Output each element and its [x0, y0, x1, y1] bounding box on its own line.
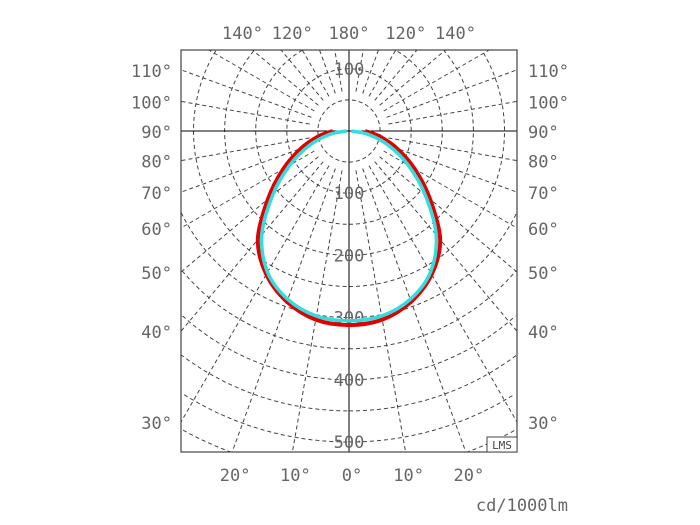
grid-radial-20	[362, 168, 467, 452]
grid-radial-140	[374, 50, 418, 101]
grid-radial-300	[181, 150, 315, 229]
left-angle-label: 30°	[141, 414, 172, 434]
bottom-angle-label: 20°	[453, 466, 484, 486]
grid-radial-60	[383, 150, 517, 229]
grid-radial-220	[280, 50, 324, 101]
plot-frame	[180, 49, 518, 453]
grid-circle-150	[255, 50, 443, 225]
grid-radial-150	[368, 50, 397, 97]
left-angle-label: 110°	[131, 62, 172, 82]
grid-radial-340	[231, 168, 336, 452]
right-angle-label: 60°	[528, 220, 559, 240]
grid-radial-240	[208, 50, 315, 112]
grid-radial-50	[379, 156, 517, 273]
grid-radial-120	[383, 50, 490, 112]
grid-radial-330	[181, 165, 330, 423]
grid-radial-130	[379, 50, 446, 106]
bottom-angle-label: 10°	[280, 466, 311, 486]
grid-radial-40	[374, 161, 517, 332]
grid-circle-50	[317, 99, 381, 163]
right-angle-label: 110°	[528, 62, 569, 82]
grid-circle-550	[182, 429, 516, 452]
radial-tick-label: 500	[334, 433, 365, 453]
watermark-text: LMS	[492, 439, 512, 452]
left-angle-label: 80°	[141, 153, 172, 173]
radial-tick-label: 200	[334, 246, 365, 266]
grid-circle-400	[182, 315, 516, 381]
bottom-angle-label: 20°	[220, 466, 251, 486]
top-angle-label: 120°	[385, 24, 426, 44]
grid-radial-10	[355, 170, 407, 452]
grid-radial-350	[291, 170, 343, 452]
grid-circle-200	[224, 50, 474, 256]
angle-labels: 110° 110° 100° 100° 90° 90° 80° 80° 70° 70° 60° 60°…	[131, 24, 569, 486]
grid-radial-100	[388, 100, 517, 125]
grid-radial-160	[362, 50, 379, 94]
grid-radial-310	[181, 156, 319, 273]
grid-radial-80	[388, 137, 517, 162]
grid-radial-280	[181, 137, 310, 162]
radial-tick-label-upper: 100	[334, 60, 365, 80]
lms-watermark: LMS	[486, 436, 518, 453]
grid-radial-30	[368, 165, 517, 423]
intensity-curve-1	[255, 129, 443, 328]
bottom-angle-label: 0°	[342, 466, 362, 486]
grid-radial-250	[181, 69, 312, 118]
top-angle-label: 140°	[222, 24, 263, 44]
grid-radial-210	[301, 50, 330, 97]
grid-radial-70	[386, 144, 517, 193]
right-angle-label: 100°	[528, 93, 569, 113]
right-angle-label: 70°	[528, 184, 559, 204]
unit-label: cd/1000lm	[476, 496, 568, 516]
grid-radial-170	[355, 50, 364, 92]
grid-radial-230	[252, 50, 319, 106]
left-angle-label: 90°	[141, 123, 172, 143]
grid-radial-320	[181, 161, 324, 332]
grid-radial-290	[181, 144, 312, 193]
grid-circle-500	[183, 394, 515, 443]
grid-radial-260	[181, 100, 310, 125]
left-angle-label: 50°	[141, 264, 172, 284]
polar-grid	[181, 50, 517, 452]
right-angle-label: 50°	[528, 264, 559, 284]
radial-tick-label: 400	[334, 371, 365, 391]
intensity-curve-2	[259, 129, 439, 323]
top-angle-label: 140°	[435, 24, 476, 44]
right-angle-label: 80°	[528, 153, 559, 173]
intensity-curves	[255, 129, 443, 328]
left-angle-label: 40°	[141, 323, 172, 343]
right-angle-label: 90°	[528, 123, 559, 143]
left-angle-label: 70°	[141, 184, 172, 204]
grid-circle-350	[181, 270, 517, 350]
right-angle-label: 30°	[528, 414, 559, 434]
left-angle-label: 60°	[141, 220, 172, 240]
right-angle-label: 40°	[528, 323, 559, 343]
left-angle-label: 100°	[131, 93, 172, 113]
bottom-angle-label: 10°	[393, 466, 424, 486]
top-angle-label: 180°	[329, 24, 370, 44]
grid-radial-190	[334, 50, 343, 92]
top-angle-label: 120°	[272, 24, 313, 44]
grid-radial-200	[319, 50, 336, 94]
radial-tick-label: 100	[334, 184, 365, 204]
grid-circle-450	[181, 354, 517, 412]
grid-radial-110	[386, 69, 517, 118]
